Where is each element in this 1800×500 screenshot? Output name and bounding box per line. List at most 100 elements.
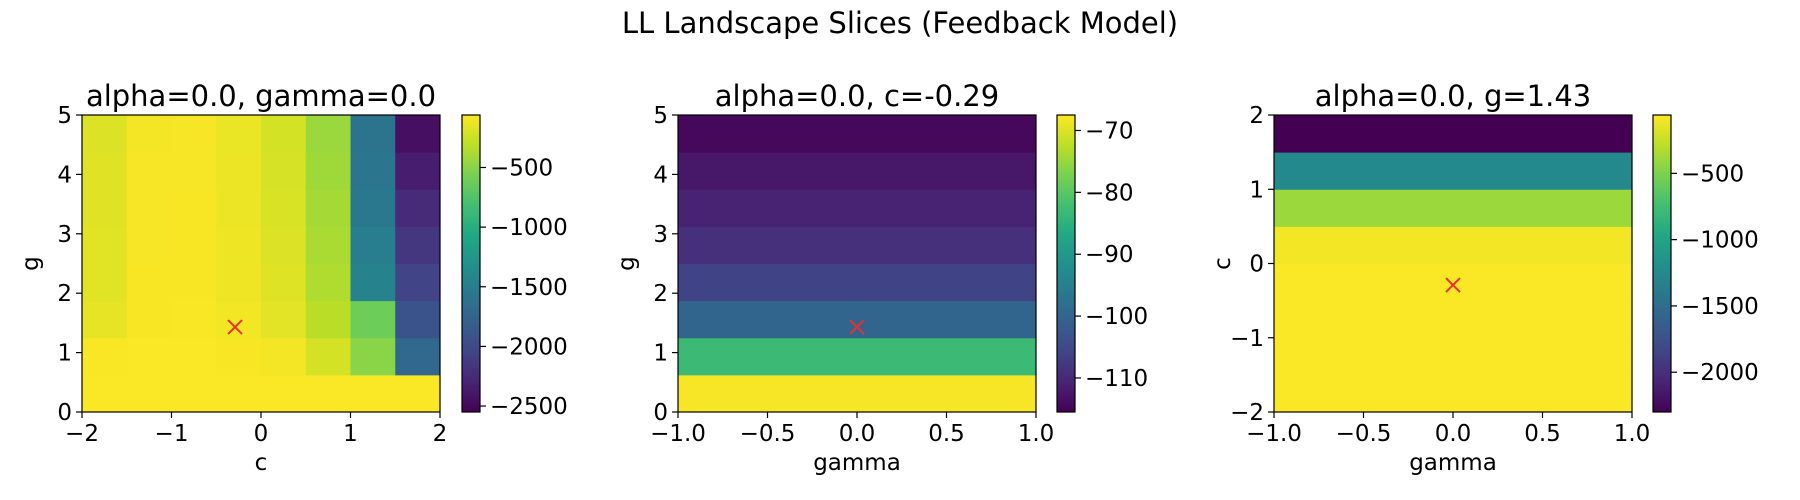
heatmap-cell bbox=[126, 374, 172, 413]
heatmap-cell bbox=[678, 115, 1037, 153]
heatmap-cell bbox=[395, 337, 441, 376]
x-tick-label: 1.0 bbox=[1614, 421, 1651, 447]
heatmap-cell bbox=[1274, 226, 1633, 264]
heatmap-cell bbox=[305, 337, 351, 376]
x-tick-label: −2 bbox=[65, 421, 99, 447]
x-axis-label: gamma bbox=[813, 450, 901, 476]
heatmap-cell bbox=[171, 226, 217, 264]
heatmap-cell bbox=[171, 189, 217, 227]
heatmap-cell bbox=[82, 300, 128, 339]
x-tick-label: 1.0 bbox=[1018, 421, 1055, 447]
heatmap-cell bbox=[678, 300, 1037, 339]
heatmap-cell bbox=[350, 189, 396, 227]
heatmap-cell bbox=[216, 337, 262, 376]
heatmap-cell bbox=[305, 300, 351, 339]
x-tick-label: −1 bbox=[155, 421, 189, 447]
y-tick-label: 0 bbox=[653, 400, 668, 426]
optimum-marker bbox=[1445, 277, 1461, 293]
heatmap-cell bbox=[126, 189, 172, 227]
heatmap-cell bbox=[395, 226, 441, 264]
heatmap-cell bbox=[216, 374, 262, 413]
x-tick-label: 1 bbox=[343, 421, 358, 447]
heatmap-cell bbox=[171, 152, 217, 190]
heatmap-cell bbox=[1274, 374, 1633, 413]
heatmap-cell bbox=[350, 374, 396, 413]
heatmap-cell bbox=[82, 115, 128, 153]
heatmap-cell bbox=[261, 263, 307, 302]
heatmap-cell bbox=[1274, 152, 1633, 190]
heatmap-cell bbox=[82, 337, 128, 376]
heatmap-cell bbox=[261, 189, 307, 227]
colorbar-scale bbox=[461, 114, 481, 413]
heatmap-cell bbox=[305, 374, 351, 413]
heatmap-cell bbox=[216, 189, 262, 227]
colorbar-tick-label: −110 bbox=[1085, 366, 1148, 392]
heatmap-cell bbox=[395, 189, 441, 227]
heatmap-cell bbox=[261, 337, 307, 376]
colorbar-tick-label: −90 bbox=[1085, 242, 1134, 268]
y-tick-label: 5 bbox=[653, 103, 668, 129]
x-tick-label: −1.0 bbox=[650, 421, 706, 447]
y-tick-label: 1 bbox=[653, 341, 668, 367]
colorbar-tick-label: −2000 bbox=[490, 334, 568, 360]
x-tick-label: 2 bbox=[433, 421, 448, 447]
heatmap-cell bbox=[395, 300, 441, 339]
heatmap-cell bbox=[678, 337, 1037, 376]
heatmap-cell bbox=[305, 152, 351, 190]
y-axis-label: g bbox=[614, 256, 640, 271]
heatmap-cell bbox=[261, 152, 307, 190]
x-axis-label: c bbox=[255, 450, 268, 476]
heatmap-cell bbox=[1274, 337, 1633, 376]
heatmap-cell bbox=[171, 337, 217, 376]
heatmap-cell bbox=[82, 152, 128, 190]
heatmap-cell bbox=[678, 189, 1037, 227]
heatmap-cell bbox=[126, 337, 172, 376]
colorbar-tick-label: −2000 bbox=[1681, 360, 1759, 386]
heatmap-cell bbox=[216, 115, 262, 153]
x-tick-label: 0.0 bbox=[1435, 421, 1472, 447]
x-tick-label: −1.0 bbox=[1246, 421, 1302, 447]
heatmap-cell bbox=[305, 189, 351, 227]
colorbar: −500 −1000 −1500 −2000 bbox=[1652, 114, 1759, 413]
heatmap-cell bbox=[216, 300, 262, 339]
heatmap-cell bbox=[126, 300, 172, 339]
x-tick-label: 0 bbox=[254, 421, 269, 447]
heatmap-cell bbox=[395, 115, 441, 153]
heatmap-cell bbox=[82, 263, 128, 302]
y-tick-label: 0 bbox=[57, 400, 72, 426]
heatmap-cell bbox=[305, 226, 351, 264]
heatmap-cell bbox=[126, 115, 172, 153]
y-tick-label: 5 bbox=[57, 103, 72, 129]
panel-2: −1.0 −0.5 0.0 0.5 1.0 0 1 2 3 4 5 gamma g alpha=0.0, … bbox=[614, 79, 1148, 476]
heatmap-cell bbox=[82, 189, 128, 227]
colorbar-tick-label: −1000 bbox=[1681, 228, 1759, 254]
heatmap-cell bbox=[678, 226, 1037, 264]
x-tick-label: −0.5 bbox=[740, 421, 796, 447]
y-tick-label: 4 bbox=[57, 162, 72, 188]
optimum-marker bbox=[849, 319, 865, 335]
y-tick-label: 3 bbox=[57, 222, 72, 248]
heatmap-cell bbox=[350, 115, 396, 153]
heatmap-cell bbox=[350, 300, 396, 339]
y-tick-label: −1 bbox=[1230, 326, 1264, 352]
colorbar-tick-label: −1000 bbox=[490, 215, 568, 241]
y-tick-label: 2 bbox=[653, 281, 668, 307]
heatmap-cell bbox=[1274, 115, 1633, 153]
colorbar-tick-label: −1500 bbox=[490, 275, 568, 301]
heatmap-cell bbox=[350, 226, 396, 264]
optimum-marker bbox=[227, 319, 243, 335]
x-tick-label: 0.0 bbox=[839, 421, 876, 447]
heatmap-cell bbox=[350, 152, 396, 190]
y-tick-label: −2 bbox=[1230, 400, 1264, 426]
heatmap-cell bbox=[126, 263, 172, 302]
x-axis-label: gamma bbox=[1409, 450, 1497, 476]
heatmap-cell bbox=[261, 115, 307, 153]
heatmap-cell bbox=[395, 374, 441, 413]
colorbar-tick-label: −500 bbox=[1681, 161, 1744, 187]
figure-suptitle: LL Landscape Slices (Feedback Model) bbox=[622, 6, 1178, 40]
heatmap-cell bbox=[1274, 189, 1633, 227]
heatmap-cell bbox=[126, 226, 172, 264]
heatmap-cell bbox=[261, 226, 307, 264]
y-tick-label: 2 bbox=[57, 281, 72, 307]
heatmap-cell bbox=[395, 263, 441, 302]
